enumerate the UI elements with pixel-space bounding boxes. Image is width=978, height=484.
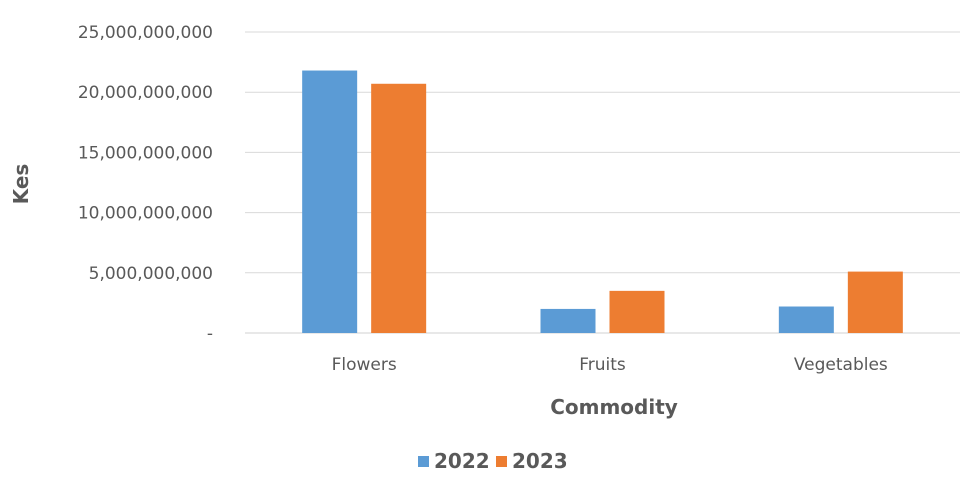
bar-fruits-2023 bbox=[609, 290, 665, 333]
legend: 2022 2023 bbox=[418, 449, 568, 473]
bars bbox=[302, 70, 903, 333]
y-tick-label: - bbox=[207, 324, 213, 344]
x-axis-ticks: Flowers Fruits Vegetables bbox=[332, 355, 888, 375]
bar-fruits-2022 bbox=[540, 308, 596, 333]
y-tick-label: 25,000,000,000 bbox=[78, 23, 213, 43]
x-tick-label: Flowers bbox=[332, 355, 397, 375]
gridlines bbox=[245, 31, 960, 334]
legend-swatch-2023 bbox=[496, 456, 507, 467]
x-tick-label: Fruits bbox=[579, 355, 626, 375]
y-axis-title: Kes bbox=[9, 164, 33, 205]
y-axis-ticks: - 5,000,000,000 10,000,000,000 15,000,000,0… bbox=[78, 23, 213, 344]
bar-vegetables-2023 bbox=[847, 271, 903, 333]
y-tick-label: 20,000,000,000 bbox=[78, 83, 213, 103]
bar-flowers-2022 bbox=[302, 70, 358, 333]
legend-label-2023: 2023 bbox=[512, 449, 568, 473]
bar-vegetables-2022 bbox=[778, 306, 834, 333]
y-tick-label: 15,000,000,000 bbox=[78, 143, 213, 163]
legend-swatch-2022 bbox=[418, 456, 429, 467]
x-axis-title: Commodity bbox=[550, 395, 678, 419]
y-tick-label: 5,000,000,000 bbox=[89, 264, 213, 284]
bar-flowers-2023 bbox=[371, 83, 427, 333]
legend-label-2022: 2022 bbox=[434, 449, 490, 473]
y-tick-label: 10,000,000,000 bbox=[78, 204, 213, 224]
x-tick-label: Vegetables bbox=[794, 355, 888, 375]
